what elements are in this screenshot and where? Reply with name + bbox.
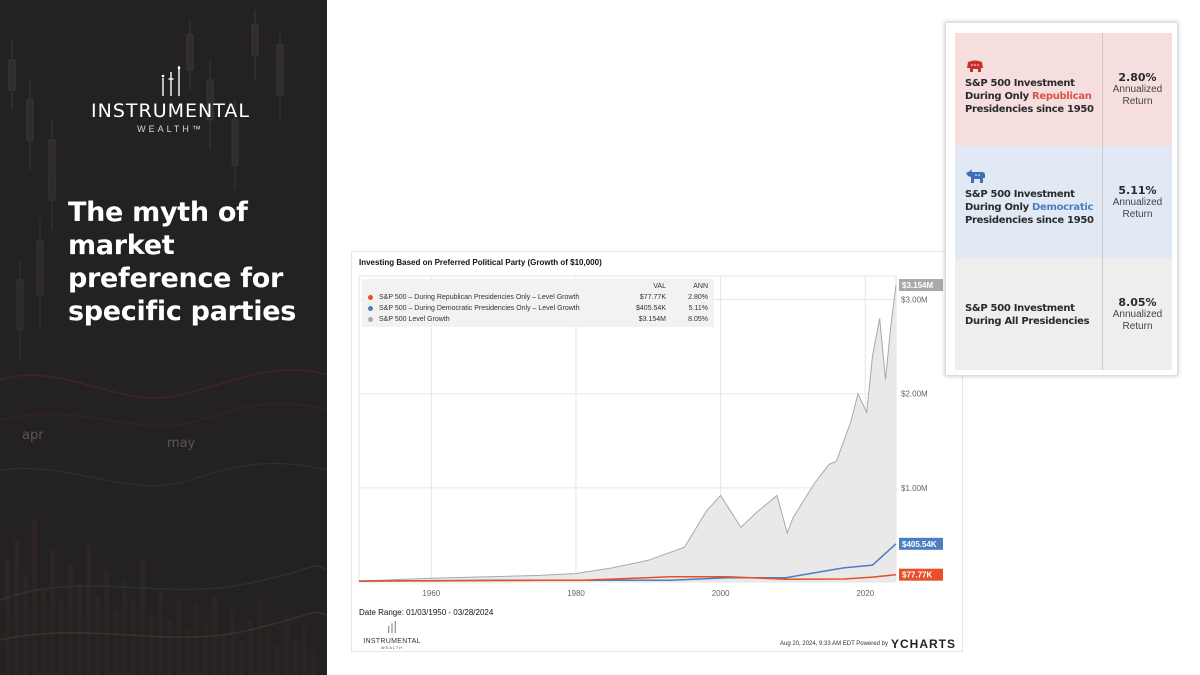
table-row-all: S&P 500 Investment During All Presidenci… — [955, 258, 1172, 370]
x-tick-label: 2020 — [856, 589, 874, 598]
end-label-bg — [899, 537, 943, 550]
card-brand-logo: INSTRUMENTAL WEALTH — [360, 620, 424, 650]
end-label-bg — [899, 568, 943, 581]
end-label: $3.154M — [902, 281, 933, 290]
brand-logo: INSTRUMENTAL WEALTH™ — [78, 66, 263, 134]
card-logo-name: INSTRUMENTAL — [363, 638, 421, 645]
party-highlight: Republican — [1032, 91, 1092, 102]
left-panel: apr may INSTRUMENTAL WEALTH™ The myth of… — [0, 0, 327, 675]
table-row-democratic: S&P 500 Investment During Only Democrati… — [955, 146, 1172, 258]
end-label-bg — [899, 279, 943, 292]
row-line1: S&P 500 Investment — [965, 303, 1075, 314]
legend-label: S&P 500 – During Republican Presidencies… — [379, 294, 580, 301]
x-tick-label: 1960 — [422, 589, 440, 598]
row-description: S&P 500 Investment During All Presidenci… — [955, 258, 1102, 370]
row-description: S&P 500 Investment During Only Republica… — [955, 33, 1102, 146]
card-logo-mark-icon — [388, 621, 396, 633]
row-line2a: During Only — [965, 91, 1032, 102]
card-logo-sub: WEALTH — [380, 645, 404, 650]
chart-card: $1.00M $2.00M $3.00M 1960 1980 2000 2020 $77.77… — [351, 251, 963, 652]
bg-month-label: may — [167, 436, 196, 451]
legend-label: S&P 500 Level Growth — [379, 316, 450, 323]
row-line2a: During Only — [965, 202, 1032, 213]
legend-item-democratic: S&P 500 – During Democratic Presidencies… — [368, 303, 708, 314]
row-text: S&P 500 Investment During Only Republica… — [965, 77, 1094, 116]
row-description: S&P 500 Investment During Only Democrati… — [955, 146, 1102, 258]
end-label: $77.77K — [902, 571, 932, 580]
republican-elephant-icon — [967, 60, 983, 72]
return-label: Return — [1122, 96, 1153, 107]
row-line2: During Only Democratic — [965, 201, 1094, 214]
return-label: Return — [1122, 320, 1153, 332]
row-line2: During Only Republican — [965, 90, 1094, 103]
row-line2: During All Presidencies — [965, 316, 1090, 327]
legend-item-republican: S&P 500 – During Republican Presidencies… — [368, 292, 708, 303]
powered-by: Aug 20, 2024, 9:33 AM EDT Powered by YCH… — [780, 637, 956, 651]
bg-month-label: apr — [22, 428, 44, 443]
legend-value: $405.54K — [636, 305, 666, 312]
row-return: 8.05% Annualized Return — [1102, 258, 1172, 370]
y-tick-label: $1.00M — [901, 484, 928, 493]
row-line1: S&P 500 Investment — [965, 78, 1075, 89]
background-candlestick-art — [0, 0, 327, 675]
row-line3: Presidencies since 1950 — [965, 215, 1094, 226]
democrat-donkey-icon — [966, 169, 985, 183]
legend-annualized: 8.05% — [688, 316, 708, 323]
legend-dot-sp500 — [368, 317, 373, 322]
annualized-label: Annualized — [1112, 84, 1163, 95]
headline: The myth of market preference for specif… — [68, 197, 296, 327]
annualized-label: Annualized — [1112, 196, 1163, 208]
return-label: Return — [1122, 208, 1153, 220]
end-label: $405.54K — [902, 540, 937, 549]
growth-chart: $1.00M $2.00M $3.00M 1960 1980 2000 2020 $77.77… — [358, 275, 943, 598]
table-row-republican: S&P 500 Investment During Only Republica… — [955, 33, 1172, 146]
legend-dot-democratic — [368, 306, 373, 311]
brand-name: INSTRUMENTAL — [91, 100, 250, 122]
chart-timestamp: Aug 20, 2024, 9:33 AM EDT Powered by — [780, 641, 888, 647]
ycharts-logo: YCHARTS — [890, 637, 956, 651]
legend-value: $3.154M — [638, 316, 666, 323]
legend-value: $77.77K — [639, 294, 666, 301]
series-line — [358, 573, 897, 582]
legend-annualized: 5.11% — [688, 305, 708, 312]
row-line1: S&P 500 Investment — [965, 189, 1075, 200]
party-highlight: Democratic — [1032, 202, 1094, 213]
annualized-percent: 8.05% — [1118, 295, 1157, 309]
legend-dot-republican — [368, 295, 373, 300]
legend-header-ann: ANN — [693, 283, 708, 290]
y-tick-label: $3.00M — [901, 296, 928, 305]
row-line3: Presidencies since 1950 — [965, 104, 1094, 115]
series-area-sp500 — [359, 285, 896, 582]
row-return: 5.11% Annualized Return — [1102, 146, 1172, 258]
legend-label: S&P 500 – During Democratic Presidencies… — [379, 305, 580, 312]
annualized-label: Annualized — [1112, 308, 1163, 320]
legend-header-val: VAL — [653, 283, 666, 290]
row-return: 2.80% Annualized Return — [1102, 33, 1172, 146]
chart-title: Investing Based on Preferred Political P… — [359, 258, 602, 267]
logo-mark-icon — [161, 66, 180, 96]
x-tick-label: 2000 — [712, 589, 730, 598]
series-line-sp500 — [358, 284, 897, 582]
legend-item-sp500: S&P 500 Level Growth $3.154M 8.05% — [368, 314, 708, 325]
brand-sub: WEALTH™ — [137, 124, 204, 134]
date-range: Date Range: 01/03/1950 - 03/28/2024 — [359, 608, 494, 617]
row-text: S&P 500 Investment During All Presidenci… — [965, 302, 1090, 328]
x-tick-label: 1980 — [567, 589, 585, 598]
row-text: S&P 500 Investment During Only Democrati… — [965, 188, 1094, 227]
returns-table: S&P 500 Investment During Only Republica… — [945, 22, 1178, 376]
y-tick-label: $2.00M — [901, 390, 928, 399]
chart-legend: VAL ANN S&P 500 – During Republican Pres… — [362, 279, 714, 327]
legend-header: VAL ANN — [368, 281, 708, 292]
annualized-percent: 5.11% — [1118, 183, 1157, 197]
legend-annualized: 2.80% — [688, 294, 708, 301]
annualized-percent: 2.80% — [1118, 71, 1157, 84]
